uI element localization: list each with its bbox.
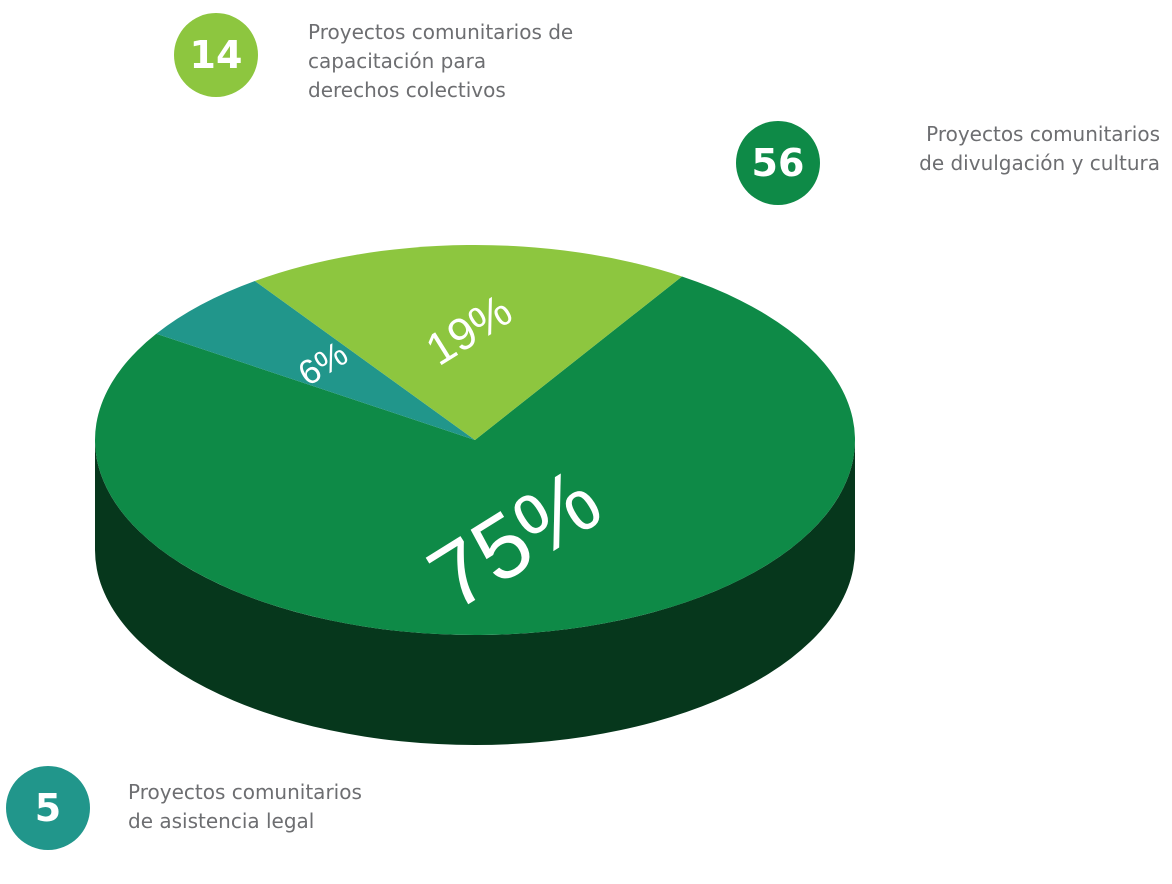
slice-side — [95, 440, 855, 745]
count-label: 14 — [190, 33, 243, 77]
count-badge — [736, 121, 820, 205]
category-label: Proyectos comunitarios de divulgación y … — [919, 122, 1160, 175]
count-label: 5 — [35, 786, 61, 830]
count-badge — [174, 13, 258, 97]
count-label: 56 — [752, 141, 805, 185]
count-badge — [6, 766, 90, 850]
category-label: Proyectos comunitarios de asistencia leg… — [128, 780, 362, 833]
category-label: Proyectos comunitarios de capacitación p… — [308, 20, 574, 102]
slice — [95, 276, 856, 635]
slice — [254, 245, 682, 440]
slice — [156, 281, 476, 440]
